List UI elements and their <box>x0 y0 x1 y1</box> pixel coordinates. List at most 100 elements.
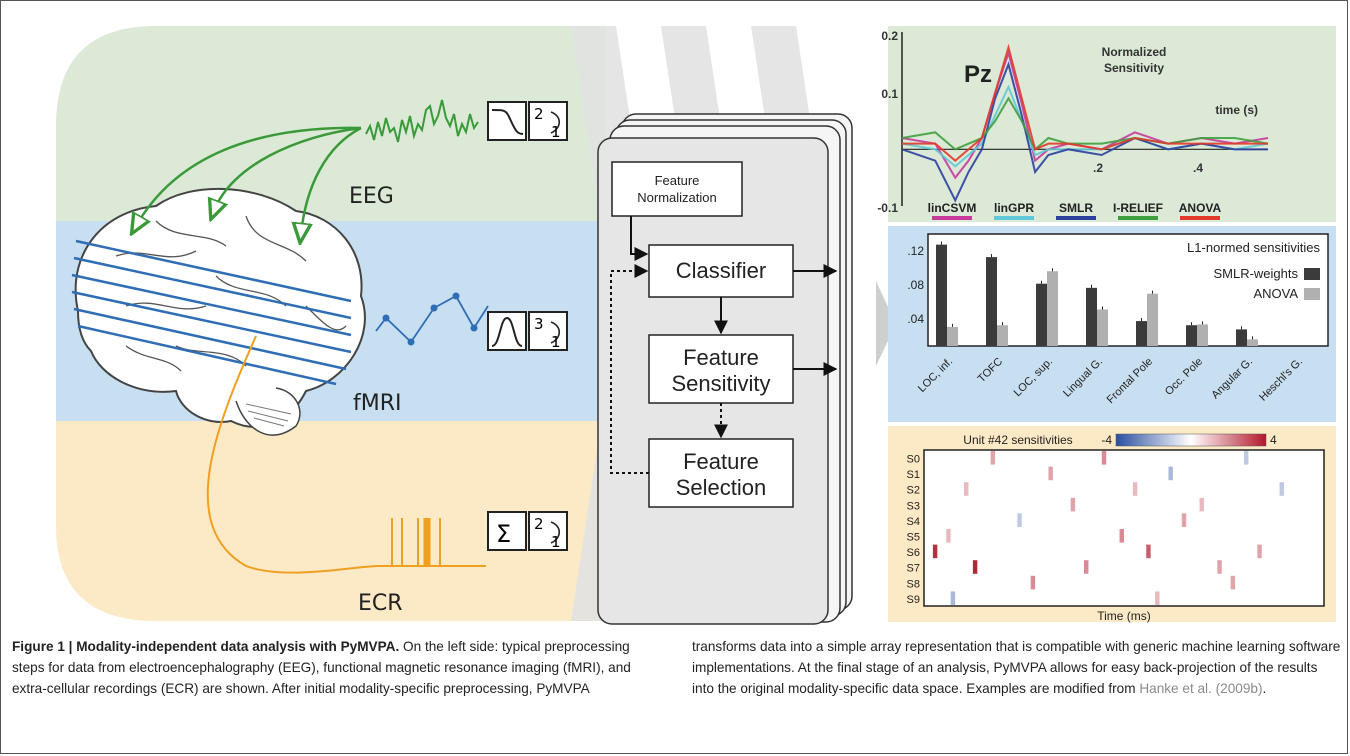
heatmap-cell-1 <box>1101 451 1107 465</box>
heatmap-cell-16 <box>1257 544 1262 559</box>
heatmap-cell-11 <box>1181 513 1187 527</box>
bar-ANOVA-0 <box>947 326 958 346</box>
heatmap-cell-6 <box>1132 482 1138 496</box>
heatmap-cell-10 <box>1017 513 1022 527</box>
xtick-1: .4 <box>1193 161 1203 175</box>
svg-text:Σ: Σ <box>496 520 511 548</box>
line-chart-xlabel: time (s) <box>1215 103 1258 117</box>
legend-label-SMLR: SMLR <box>1059 201 1093 215</box>
heatmap-row-label-S0: S0 <box>907 453 920 465</box>
heatmap-cell-18 <box>1084 560 1089 574</box>
bar-ytick-0: .12 <box>907 244 924 258</box>
heatmap-cell-2 <box>1244 451 1249 465</box>
heatmap-row-label-S9: S9 <box>907 594 920 606</box>
line-chart-annotation-1: Normalized <box>1102 45 1167 59</box>
legend-label-I-RELIEF: I-RELIEF <box>1113 201 1163 215</box>
heatmap-row-label-S1: S1 <box>907 469 920 481</box>
heatmap-cell-17 <box>972 560 978 574</box>
heatmap-row-label-S7: S7 <box>907 563 920 575</box>
svg-text:1: 1 <box>551 533 561 551</box>
ecr-wire <box>206 335 379 574</box>
heatmap-cell-5 <box>964 482 969 496</box>
heatmap-area <box>923 449 1325 607</box>
ecr-sensitivity-heatmap: Unit #42 sensitivities -4 4 Time (ms) S0… <box>907 433 1325 623</box>
heatmap-row-label-S2: S2 <box>907 485 920 497</box>
heatmap-cell-3 <box>1048 466 1053 481</box>
svg-text:1: 1 <box>551 333 561 351</box>
heatmap-cell-12 <box>946 529 951 543</box>
bandpass-filter-icon <box>487 311 527 351</box>
feature-selection-box <box>648 438 794 508</box>
legend-smlr: SMLR-weights <box>1213 266 1298 281</box>
caption-right-end: . <box>1262 681 1267 696</box>
bar-ANOVA-6 <box>1247 339 1258 346</box>
heatmap-cell-4 <box>1168 466 1173 481</box>
series-line-SMLR <box>901 61 1268 203</box>
fmri-sensitivity-chart: L1-normed sensitivities SMLR-weights ANO… <box>907 233 1329 406</box>
sum-icon: Σ <box>487 511 527 551</box>
heatmap-cell-23 <box>1155 591 1160 605</box>
fmri-label: fMRI <box>353 391 402 416</box>
heatmap-cell-0 <box>990 451 996 465</box>
heatmap-cell-15 <box>1146 544 1151 559</box>
xtick-0: .2 <box>1093 161 1103 175</box>
heatmap-cell-20 <box>1030 575 1036 590</box>
svg-text:2: 2 <box>534 515 544 533</box>
eeg-trace <box>365 99 479 143</box>
line-chart-title: Pz <box>964 61 992 88</box>
bar-ANOVA-4 <box>1147 293 1158 346</box>
heatmap-cell-19 <box>1217 560 1222 574</box>
svg-text:Feature: Feature <box>683 345 759 370</box>
ytick-2: -0.1 <box>877 201 898 215</box>
caption-left-text: On the left side: typical preprocessing … <box>12 639 631 696</box>
resample-icon-fmri: 3 1 <box>528 311 568 351</box>
heatmap-row-label-S8: S8 <box>907 578 920 590</box>
classifier-box <box>648 244 794 298</box>
ecr-label: ECR <box>358 591 403 616</box>
legend-label-ANOVA: ANOVA <box>1179 201 1222 215</box>
heatmap-row-label-S4: S4 <box>907 516 920 528</box>
reference-link[interactable]: Hanke et al. (2009b) <box>1139 681 1263 696</box>
heatmap-cell-9 <box>1199 497 1204 512</box>
resample-icon-eeg: 2 1 <box>528 101 568 141</box>
fmri-trace <box>375 292 489 346</box>
bar-chart-title: L1-normed sensitivities <box>1187 240 1320 255</box>
feature-normalization-box <box>611 161 743 217</box>
svg-text:1: 1 <box>551 123 561 141</box>
legend-anova: ANOVA <box>1253 286 1298 301</box>
bar-SMLR-weights-3 <box>1086 287 1097 346</box>
heatmap-cell-13 <box>1119 529 1124 543</box>
heatmap-cell-7 <box>1279 482 1284 496</box>
heatmap-row-label-S5: S5 <box>907 531 920 543</box>
svg-text:2: 2 <box>534 105 544 123</box>
caption-left-column: Figure 1 | Modality-independent data ana… <box>12 636 662 699</box>
heatmap-row-label-S3: S3 <box>907 500 920 512</box>
bar-ANOVA-5 <box>1197 324 1208 346</box>
svg-text:Classifier: Classifier <box>676 258 766 283</box>
eeg-result-panel <box>888 26 1336 222</box>
heatmap-cell-14 <box>932 544 938 559</box>
heatmap-cell-21 <box>1230 575 1236 590</box>
colorbar-min: -4 <box>1101 433 1112 447</box>
svg-text:3: 3 <box>534 315 544 333</box>
bar-ANOVA-3 <box>1097 309 1108 346</box>
svg-text:Feature: Feature <box>683 449 759 474</box>
svg-text:Selection: Selection <box>676 475 767 500</box>
svg-text:Sensitivity: Sensitivity <box>671 371 770 396</box>
ytick-1: 0.1 <box>881 87 898 101</box>
legend-anova-swatch <box>1304 288 1320 300</box>
legend-smlr-swatch <box>1304 268 1320 280</box>
bar-SMLR-weights-5 <box>1186 325 1197 346</box>
resample-icon-ecr: 2 1 <box>528 511 568 551</box>
bar-SMLR-weights-0 <box>936 244 947 346</box>
feature-sensitivity-box <box>648 334 794 404</box>
bar-SMLR-weights-6 <box>1236 329 1247 346</box>
colorbar-max: 4 <box>1270 433 1277 447</box>
lowpass-filter-icon <box>487 101 527 141</box>
eeg-band <box>56 26 606 221</box>
series-line-ANOVA <box>902 43 1268 162</box>
output-arrowhead <box>876 281 896 366</box>
bar-ANOVA-2 <box>1047 271 1058 346</box>
bar-SMLR-weights-2 <box>1036 283 1047 346</box>
